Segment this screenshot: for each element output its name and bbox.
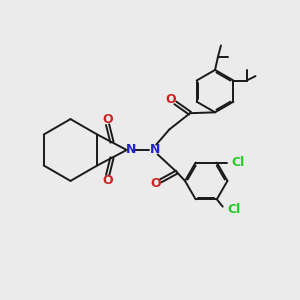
- Text: O: O: [166, 93, 176, 106]
- Text: Cl: Cl: [232, 156, 245, 169]
- Text: O: O: [102, 174, 113, 187]
- Text: O: O: [102, 113, 113, 126]
- Text: O: O: [150, 177, 161, 190]
- Text: Cl: Cl: [227, 203, 240, 216]
- Text: N: N: [126, 143, 136, 157]
- Text: N: N: [149, 143, 160, 157]
